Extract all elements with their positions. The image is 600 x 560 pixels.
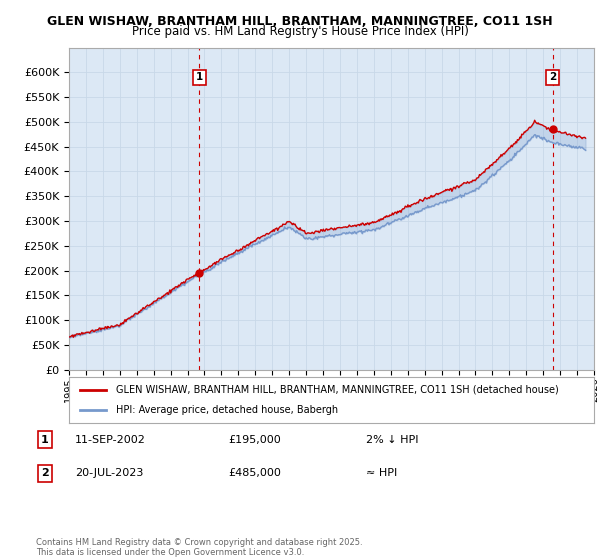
- Text: GLEN WISHAW, BRANTHAM HILL, BRANTHAM, MANNINGTREE, CO11 1SH: GLEN WISHAW, BRANTHAM HILL, BRANTHAM, MA…: [47, 15, 553, 27]
- Text: 11-SEP-2002: 11-SEP-2002: [75, 435, 146, 445]
- Text: 2% ↓ HPI: 2% ↓ HPI: [366, 435, 419, 445]
- Text: HPI: Average price, detached house, Babergh: HPI: Average price, detached house, Babe…: [116, 405, 338, 415]
- Text: £485,000: £485,000: [228, 468, 281, 478]
- Text: ≈ HPI: ≈ HPI: [366, 468, 397, 478]
- Text: £195,000: £195,000: [228, 435, 281, 445]
- Text: 1: 1: [196, 72, 203, 82]
- Text: 2: 2: [549, 72, 556, 82]
- Text: Contains HM Land Registry data © Crown copyright and database right 2025.
This d: Contains HM Land Registry data © Crown c…: [36, 538, 362, 557]
- Text: 2: 2: [41, 468, 49, 478]
- Text: 1: 1: [41, 435, 49, 445]
- Text: 20-JUL-2023: 20-JUL-2023: [75, 468, 143, 478]
- Text: GLEN WISHAW, BRANTHAM HILL, BRANTHAM, MANNINGTREE, CO11 1SH (detached house): GLEN WISHAW, BRANTHAM HILL, BRANTHAM, MA…: [116, 385, 559, 395]
- Text: Price paid vs. HM Land Registry's House Price Index (HPI): Price paid vs. HM Land Registry's House …: [131, 25, 469, 38]
